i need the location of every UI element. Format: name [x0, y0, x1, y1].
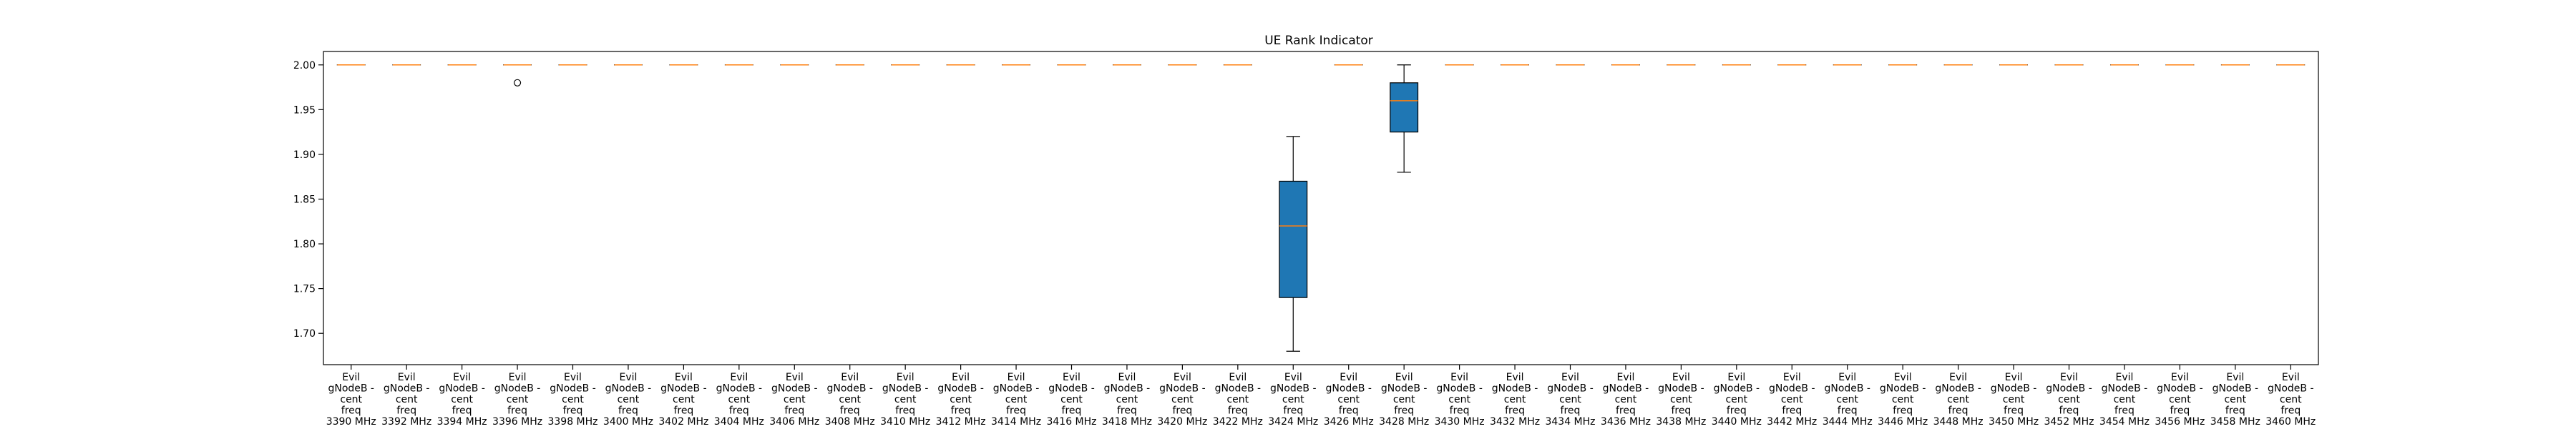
plot-area: 1.70 1.75 1.80 1.85 1.90 1.95 2.00 Evil gNodeB -… [293, 51, 2319, 428]
y-tick-label: 1.80 [293, 239, 316, 250]
x-tick-label: Evil gNodeB -cent freq 3412 MHz [936, 372, 986, 428]
x-tick-label: Evil gNodeB -cent freq 3408 MHz [825, 372, 875, 428]
x-tick-label: Evil gNodeB -cent freq 3422 MHz [1213, 372, 1263, 428]
chart-title: UE Rank Indicator [1264, 34, 1373, 48]
x-tick-label: Evil gNodeB -cent freq 3432 MHz [1490, 372, 1540, 428]
x-tick-label: Evil gNodeB -cent freq 3446 MHz [1878, 372, 1928, 428]
x-tick-label: Evil gNodeB -cent freq 3400 MHz [603, 372, 653, 428]
x-tick-label: Evil gNodeB -cent freq 3402 MHz [658, 372, 708, 428]
x-tick-label: Evil gNodeB -cent freq 3414 MHz [991, 372, 1041, 428]
x-tick-label: Evil gNodeB -cent freq 3398 MHz [547, 372, 597, 428]
y-tick-label: 1.90 [293, 149, 316, 161]
box [1279, 180, 1308, 298]
x-tick-label: Evil gNodeB -cent freq 3442 MHz [1767, 372, 1817, 428]
x-tick-label: Evil gNodeB -cent freq 3450 MHz [1989, 372, 2039, 428]
y-tick-label: 1.95 [293, 104, 316, 116]
x-tick-label: Evil gNodeB -cent freq 3436 MHz [1601, 372, 1651, 428]
x-tick-label: Evil gNodeB -cent freq 3434 MHz [1545, 372, 1595, 428]
x-tick-label: Evil gNodeB -cent freq 3454 MHz [2099, 372, 2150, 428]
x-tick-label: Evil gNodeB -cent freq 3448 MHz [1933, 372, 1984, 428]
x-tick-label: Evil gNodeB -cent freq 3444 MHz [1823, 372, 1873, 428]
x-tick-label: Evil gNodeB -cent freq 3416 MHz [1046, 372, 1096, 428]
x-tick-label: Evil gNodeB -cent freq 3418 MHz [1102, 372, 1152, 428]
y-tick-label: 1.70 [293, 328, 316, 340]
x-tick-label: Evil gNodeB -cent freq 3458 MHz [2210, 372, 2260, 428]
x-tick-label: Evil gNodeB -cent freq 3438 MHz [1656, 372, 1706, 428]
x-tick-label: Evil gNodeB -cent freq 3440 MHz [1712, 372, 1762, 428]
x-tick-label: Evil gNodeB -cent freq 3426 MHz [1324, 372, 1374, 428]
y-tick-label: 2.00 [293, 60, 316, 72]
x-tick-label: Evil gNodeB -cent freq 3394 MHz [437, 372, 487, 428]
y-tick-label: 1.75 [293, 284, 316, 295]
x-tick-label: Evil gNodeB -cent freq 3396 MHz [492, 372, 542, 428]
x-tick-label: Evil gNodeB -cent freq 3424 MHz [1268, 372, 1318, 428]
x-tick-label: Evil gNodeB -cent freq 3420 MHz [1157, 372, 1207, 428]
x-tick-label: Evil gNodeB -cent freq 3390 MHz [326, 372, 376, 428]
x-tick-label: Evil gNodeB -cent freq 3460 MHz [2265, 372, 2316, 428]
x-tick-label: Evil gNodeB -cent freq 3404 MHz [714, 372, 764, 428]
x-tick-label: Evil gNodeB -cent freq 3428 MHz [1379, 372, 1429, 428]
x-tick-label: Evil gNodeB -cent freq 3410 MHz [880, 372, 930, 428]
x-tick-label: Evil gNodeB -cent freq 3392 MHz [381, 372, 431, 428]
y-tick-label: 1.85 [293, 194, 316, 205]
axes-frame [323, 51, 2319, 365]
x-tick-label: Evil gNodeB -cent freq 3430 MHz [1435, 372, 1485, 428]
box [1390, 82, 1419, 133]
x-tick-label: Evil gNodeB -cent freq 3456 MHz [2155, 372, 2205, 428]
x-tick-label: Evil gNodeB -cent freq 3406 MHz [769, 372, 819, 428]
outlier-point [513, 79, 522, 87]
x-tick-label: Evil gNodeB -cent freq 3452 MHz [2044, 372, 2094, 428]
